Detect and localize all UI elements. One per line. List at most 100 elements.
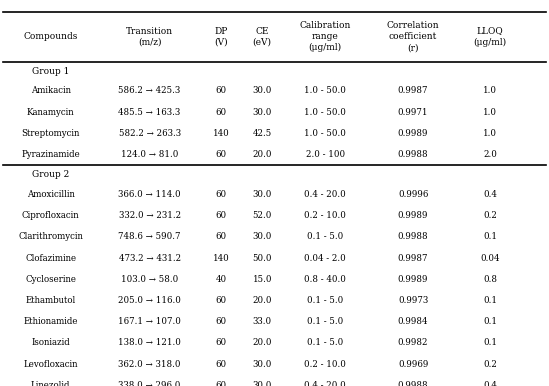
Text: 30.0: 30.0 [253, 86, 272, 95]
Text: 33.0: 33.0 [253, 317, 272, 326]
Text: 0.4: 0.4 [483, 190, 497, 199]
Text: Correlation
coefficient
(r): Correlation coefficient (r) [387, 21, 439, 52]
Text: 0.2: 0.2 [483, 211, 497, 220]
Text: 0.1: 0.1 [483, 317, 497, 326]
Text: 0.04 - 2.0: 0.04 - 2.0 [304, 254, 346, 262]
Text: 0.9996: 0.9996 [398, 190, 428, 199]
Text: 0.8: 0.8 [483, 275, 497, 284]
Text: 20.0: 20.0 [253, 150, 272, 159]
Text: 485.5 → 163.3: 485.5 → 163.3 [119, 108, 181, 117]
Text: Calibration
range
(μg/ml): Calibration range (μg/ml) [300, 21, 351, 52]
Text: 0.9987: 0.9987 [398, 254, 428, 262]
Text: 0.1 - 5.0: 0.1 - 5.0 [307, 296, 344, 305]
Text: 60: 60 [215, 360, 227, 369]
Text: Isoniazid: Isoniazid [31, 339, 70, 347]
Text: 50.0: 50.0 [253, 254, 272, 262]
Text: 586.2 → 425.3: 586.2 → 425.3 [119, 86, 181, 95]
Text: 0.9989: 0.9989 [398, 129, 428, 138]
Text: 0.9984: 0.9984 [398, 317, 428, 326]
Text: Compounds: Compounds [24, 32, 78, 41]
Text: 0.1 - 5.0: 0.1 - 5.0 [307, 232, 344, 241]
Text: Ciprofloxacin: Ciprofloxacin [22, 211, 80, 220]
Text: 366.0 → 114.0: 366.0 → 114.0 [118, 190, 181, 199]
Text: 60: 60 [215, 317, 227, 326]
Text: 140: 140 [212, 129, 229, 138]
Text: 0.9969: 0.9969 [398, 360, 428, 369]
Text: 0.9973: 0.9973 [398, 296, 428, 305]
Text: 20.0: 20.0 [253, 339, 272, 347]
Text: 30.0: 30.0 [253, 190, 272, 199]
Text: 1.0 - 50.0: 1.0 - 50.0 [304, 108, 346, 117]
Text: 338.0 → 296.0: 338.0 → 296.0 [119, 381, 181, 386]
Text: 30.0: 30.0 [253, 381, 272, 386]
Text: 0.9971: 0.9971 [398, 108, 428, 117]
Text: 0.9982: 0.9982 [398, 339, 428, 347]
Text: 1.0 - 50.0: 1.0 - 50.0 [304, 129, 346, 138]
Text: 60: 60 [215, 108, 227, 117]
Text: 15.0: 15.0 [253, 275, 272, 284]
Text: 0.4: 0.4 [483, 381, 497, 386]
Text: Cycloserine: Cycloserine [25, 275, 76, 284]
Text: 332.0 → 231.2: 332.0 → 231.2 [119, 211, 181, 220]
Text: 60: 60 [215, 86, 227, 95]
Text: 2.0: 2.0 [483, 150, 497, 159]
Text: 30.0: 30.0 [253, 108, 272, 117]
Text: 1.0: 1.0 [483, 129, 497, 138]
Text: 1.0: 1.0 [483, 108, 497, 117]
Text: 0.2: 0.2 [483, 360, 497, 369]
Text: Levofloxacin: Levofloxacin [24, 360, 78, 369]
Text: 40: 40 [215, 275, 227, 284]
Text: DP
(V): DP (V) [214, 27, 228, 47]
Text: 138.0 → 121.0: 138.0 → 121.0 [118, 339, 181, 347]
Text: 52.0: 52.0 [253, 211, 272, 220]
Text: 60: 60 [215, 211, 227, 220]
Text: 103.0 → 58.0: 103.0 → 58.0 [121, 275, 178, 284]
Text: Ethambutol: Ethambutol [26, 296, 76, 305]
Text: LLOQ
(μg/ml): LLOQ (μg/ml) [473, 27, 507, 47]
Text: 42.5: 42.5 [253, 129, 272, 138]
Text: 167.1 → 107.0: 167.1 → 107.0 [118, 317, 181, 326]
Text: 60: 60 [215, 296, 227, 305]
Text: 0.1 - 5.0: 0.1 - 5.0 [307, 339, 344, 347]
Text: 0.1: 0.1 [483, 339, 497, 347]
Text: 0.9988: 0.9988 [398, 381, 428, 386]
Text: Transition
(m/z): Transition (m/z) [126, 27, 173, 47]
Text: 1.0 - 50.0: 1.0 - 50.0 [304, 86, 346, 95]
Text: Group 2: Group 2 [32, 170, 69, 179]
Text: 0.9987: 0.9987 [398, 86, 428, 95]
Text: 0.1: 0.1 [483, 232, 497, 241]
Text: Clarithromycin: Clarithromycin [18, 232, 83, 241]
Text: 0.2 - 10.0: 0.2 - 10.0 [304, 211, 346, 220]
Text: 1.0: 1.0 [483, 86, 497, 95]
Text: 60: 60 [215, 381, 227, 386]
Text: 0.9988: 0.9988 [398, 150, 428, 159]
Text: Linezolid: Linezolid [31, 381, 70, 386]
Text: 473.2 → 431.2: 473.2 → 431.2 [119, 254, 181, 262]
Text: 0.2 - 10.0: 0.2 - 10.0 [304, 360, 346, 369]
Text: 20.0: 20.0 [253, 296, 272, 305]
Text: 60: 60 [215, 190, 227, 199]
Text: 60: 60 [215, 150, 227, 159]
Text: 0.9989: 0.9989 [398, 275, 428, 284]
Text: Streptomycin: Streptomycin [21, 129, 80, 138]
Text: 362.0 → 318.0: 362.0 → 318.0 [119, 360, 181, 369]
Text: 30.0: 30.0 [253, 360, 272, 369]
Text: Ethionamide: Ethionamide [24, 317, 78, 326]
Text: 0.4 - 20.0: 0.4 - 20.0 [304, 381, 346, 386]
Text: 582.2 → 263.3: 582.2 → 263.3 [119, 129, 181, 138]
Text: 0.8 - 40.0: 0.8 - 40.0 [304, 275, 346, 284]
Text: 140: 140 [212, 254, 229, 262]
Text: Amoxicillin: Amoxicillin [27, 190, 75, 199]
Text: CE
(eV): CE (eV) [253, 27, 272, 47]
Text: Pyrazinamide: Pyrazinamide [21, 150, 80, 159]
Text: 0.9989: 0.9989 [398, 211, 428, 220]
Text: 124.0 → 81.0: 124.0 → 81.0 [121, 150, 178, 159]
Text: Kanamycin: Kanamycin [27, 108, 75, 117]
Text: 0.1: 0.1 [483, 296, 497, 305]
Text: 0.9988: 0.9988 [398, 232, 428, 241]
Text: 60: 60 [215, 232, 227, 241]
Text: 0.04: 0.04 [480, 254, 500, 262]
Text: 30.0: 30.0 [253, 232, 272, 241]
Text: 60: 60 [215, 339, 227, 347]
Text: Amikacin: Amikacin [31, 86, 71, 95]
